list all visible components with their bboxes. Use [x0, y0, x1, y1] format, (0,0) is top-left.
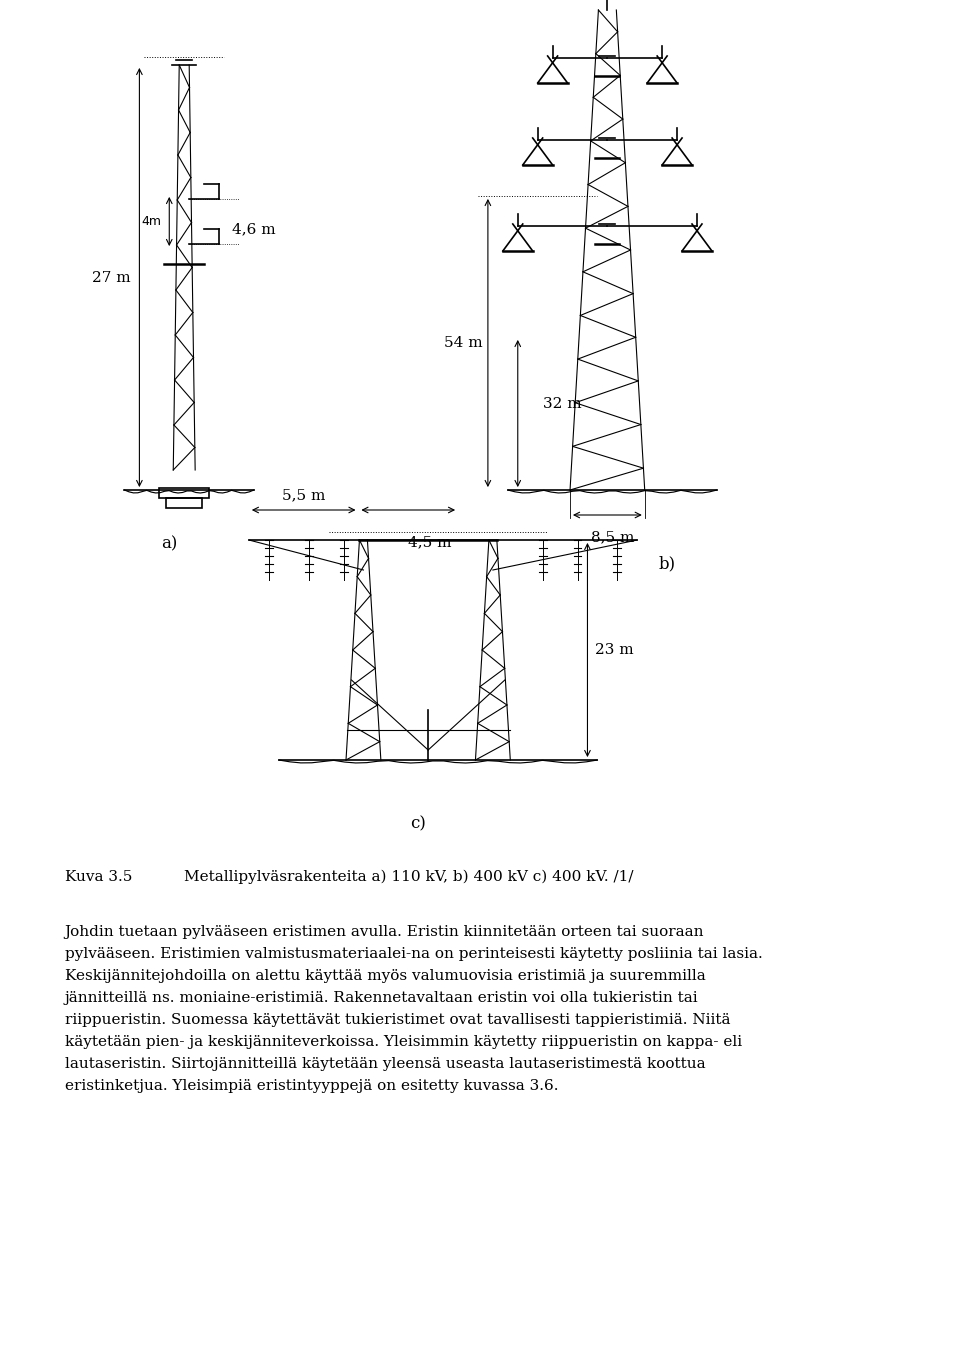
Text: c): c): [410, 815, 426, 831]
Text: 8,5 m: 8,5 m: [590, 529, 634, 544]
Text: 4,5 m: 4,5 m: [408, 535, 452, 548]
Text: Metallipylväsrakenteita a) 110 kV, b) 400 kV c) 400 kV. /1/: Metallipylväsrakenteita a) 110 kV, b) 40…: [184, 871, 634, 884]
Text: pylvääseen. Eristimien valmistusmateriaalei­na on perinteisesti käytetty posliin: pylvääseen. Eristimien valmistusmateriaa…: [64, 946, 762, 961]
Text: Keskijännitejohdoilla on alettu käyttää myös valumuovisia eristimiä ja suuremmil: Keskijännitejohdoilla on alettu käyttää …: [64, 969, 706, 983]
Text: 4m: 4m: [141, 215, 161, 227]
Text: 27 m: 27 m: [92, 271, 131, 284]
Text: käytetään pien- ja keskijänniteverkoissa. Yleisimmin käytetty riippueristin on k: käytetään pien- ja keskijänniteverkoissa…: [64, 1034, 742, 1049]
Text: Kuva 3.5: Kuva 3.5: [64, 871, 132, 884]
Text: 4,6 m: 4,6 m: [232, 222, 276, 236]
Text: b): b): [659, 555, 676, 571]
Bar: [159, 487, 209, 498]
Text: 5,5 m: 5,5 m: [282, 487, 325, 502]
Text: 32 m: 32 m: [542, 397, 582, 410]
Text: lautaseristin. Siirtojännitteillä käytetään yleensä useasta lautaseristimestä ko: lautaseristin. Siirtojännitteillä käytet…: [64, 1057, 706, 1071]
Text: 54 m: 54 m: [444, 336, 482, 349]
Text: jännitteillä ns. moniaine-eristimiä. Rakennetavaltaan eristin voi olla tukierist: jännitteillä ns. moniaine-eristimiä. Rak…: [64, 991, 698, 1005]
Text: eristinketjua. Yleisimpiä eristintyyppejä on esitetty kuvassa 3.6.: eristinketjua. Yleisimpiä eristintyyppej…: [64, 1079, 558, 1093]
Text: a): a): [161, 535, 178, 552]
Text: 23 m: 23 m: [595, 643, 634, 657]
Text: Johdin tuetaan pylvääseen eristimen avulla. Eristin kiinnitetään orteen tai suor: Johdin tuetaan pylvääseen eristimen avul…: [64, 925, 705, 940]
Bar: [166, 498, 203, 508]
Text: riippueristin. Suomessa käytettävät tukieristimet ovat tavallisesti tappieristim: riippueristin. Suomessa käytettävät tuki…: [64, 1013, 731, 1026]
